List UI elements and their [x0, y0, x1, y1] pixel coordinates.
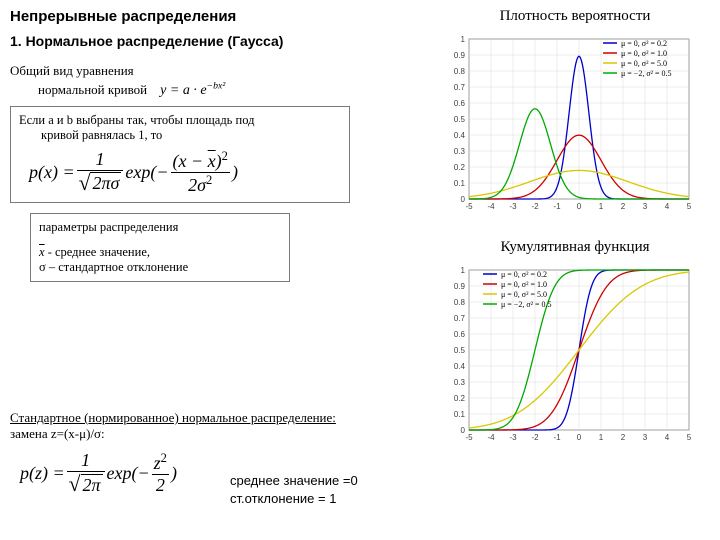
- svg-text:-4: -4: [487, 202, 495, 211]
- eq-line1: Общий вид уравнения: [10, 63, 134, 78]
- svg-text:0.2: 0.2: [454, 394, 466, 403]
- cdf-chart: -5 -4 -3 -2 -1 0 1 2 3 4 5 0 0.1 0.2 0.3 0.4 0.5 0.6 0.7 0.…: [445, 260, 705, 460]
- formula-std-pdf: p(z) = 1 √2π exp(− z2 2 ): [10, 450, 430, 497]
- equation-general: Общий вид уравнения нормальной кривой y …: [10, 63, 430, 100]
- svg-text:-2: -2: [531, 202, 539, 211]
- box2-sigma: σ – стандартное отклонение: [39, 260, 281, 275]
- svg-text:-4: -4: [487, 433, 495, 442]
- svg-text:μ = 0, σ² = 0.2: μ = 0, σ² = 0.2: [501, 270, 547, 279]
- eq-line2: нормальной кривой y = a · e−bx²: [10, 82, 225, 97]
- svg-text:3: 3: [643, 433, 648, 442]
- svg-text:0: 0: [461, 426, 466, 435]
- left-column: Непрерывные распределения 1. Нормальное …: [10, 8, 430, 292]
- svg-text:0.5: 0.5: [454, 346, 466, 355]
- svg-text:2: 2: [621, 202, 626, 211]
- std-subst: замена z=(x-μ)/σ:: [10, 426, 430, 442]
- svg-text:0.6: 0.6: [454, 99, 466, 108]
- svg-text:0.2: 0.2: [454, 163, 466, 172]
- density-title: Плотность вероятности: [440, 8, 710, 25]
- density-chart-wrap: -5 -4 -3 -2 -1 0 1 2 3 4 5 0 0.1 0.2 0.3 0.4 0.5 0.6 0.7 0.…: [440, 29, 710, 229]
- svg-text:3: 3: [643, 202, 648, 211]
- svg-text:0.1: 0.1: [454, 410, 466, 419]
- svg-text:-5: -5: [465, 433, 473, 442]
- svg-text:1: 1: [599, 202, 604, 211]
- std-params: среднее значение =0 ст.отклонение = 1: [230, 472, 358, 507]
- svg-text:μ = 0, σ² = 0.2: μ = 0, σ² = 0.2: [621, 39, 667, 48]
- svg-text:-3: -3: [509, 202, 517, 211]
- svg-text:μ = −2, σ² = 0.5: μ = −2, σ² = 0.5: [621, 69, 672, 78]
- svg-text:0: 0: [577, 202, 582, 211]
- svg-text:0.4: 0.4: [454, 131, 466, 140]
- svg-text:0.7: 0.7: [454, 83, 466, 92]
- svg-text:0.9: 0.9: [454, 282, 466, 291]
- svg-text:0.8: 0.8: [454, 67, 466, 76]
- right-column: Плотность вероятности -5 -4 -3 -2 -1 0 1 2 3 4 5 0 0…: [440, 8, 710, 470]
- std-dev: ст.отклонение = 1: [230, 490, 358, 508]
- box2-title: параметры распределения: [39, 220, 281, 235]
- svg-text:μ = 0, σ² = 5.0: μ = 0, σ² = 5.0: [621, 59, 667, 68]
- main-title: Непрерывные распределения: [10, 8, 430, 25]
- svg-text:0.5: 0.5: [454, 115, 466, 124]
- cdf-chart-wrap: -5 -4 -3 -2 -1 0 1 2 3 4 5 0 0.1 0.2 0.3 0.4 0.5 0.6 0.7 0.…: [440, 260, 710, 460]
- svg-text:0.6: 0.6: [454, 330, 466, 339]
- svg-text:-1: -1: [553, 433, 561, 442]
- cdf-title: Кумулятивная функция: [440, 239, 710, 256]
- std-mean: среднее значение =0: [230, 472, 358, 490]
- svg-text:μ = 0, σ² = 1.0: μ = 0, σ² = 1.0: [621, 49, 667, 58]
- svg-text:1: 1: [461, 266, 466, 275]
- svg-text:4: 4: [665, 433, 670, 442]
- standard-normal-block: Стандартное (нормированное) нормальное р…: [10, 410, 430, 497]
- box-definition: Если a и b выбраны так, чтобы площадь по…: [10, 106, 350, 203]
- svg-text:0.4: 0.4: [454, 362, 466, 371]
- svg-text:-3: -3: [509, 433, 517, 442]
- box1-line2: кривой равнялась 1, то: [19, 128, 341, 143]
- svg-text:-1: -1: [553, 202, 561, 211]
- svg-text:0.9: 0.9: [454, 51, 466, 60]
- svg-text:μ = 0, σ² = 5.0: μ = 0, σ² = 5.0: [501, 290, 547, 299]
- box2-mean: x - среднее значение,: [39, 245, 281, 260]
- subtitle: 1. Нормальное распределение (Гаусса): [10, 33, 430, 49]
- density-chart: -5 -4 -3 -2 -1 0 1 2 3 4 5 0 0.1 0.2 0.3 0.4 0.5 0.6 0.7 0.…: [445, 29, 705, 229]
- std-title: Стандартное (нормированное) нормальное р…: [10, 410, 430, 426]
- svg-text:0: 0: [461, 195, 466, 204]
- box-params: параметры распределения x - среднее знач…: [30, 213, 290, 282]
- svg-text:0.3: 0.3: [454, 147, 466, 156]
- formula-general: y = a · e−bx²: [160, 83, 225, 98]
- svg-text:μ = 0, σ² = 1.0: μ = 0, σ² = 1.0: [501, 280, 547, 289]
- svg-text:-2: -2: [531, 433, 539, 442]
- svg-text:0: 0: [577, 433, 582, 442]
- svg-text:4: 4: [665, 202, 670, 211]
- svg-text:2: 2: [621, 433, 626, 442]
- box1-line1: Если a и b выбраны так, чтобы площадь по…: [19, 113, 341, 128]
- svg-text:μ = −2, σ² = 0.5: μ = −2, σ² = 0.5: [501, 300, 552, 309]
- svg-text:5: 5: [687, 202, 692, 211]
- svg-text:0.3: 0.3: [454, 378, 466, 387]
- svg-text:0.7: 0.7: [454, 314, 466, 323]
- svg-text:0.1: 0.1: [454, 179, 466, 188]
- svg-text:5: 5: [687, 433, 692, 442]
- svg-text:0.8: 0.8: [454, 298, 466, 307]
- svg-text:1: 1: [461, 35, 466, 44]
- svg-text:1: 1: [599, 433, 604, 442]
- formula-pdf: p(x) = 1 √2πσ exp(− (x − x)2 2σ2 ): [19, 149, 341, 196]
- svg-text:-5: -5: [465, 202, 473, 211]
